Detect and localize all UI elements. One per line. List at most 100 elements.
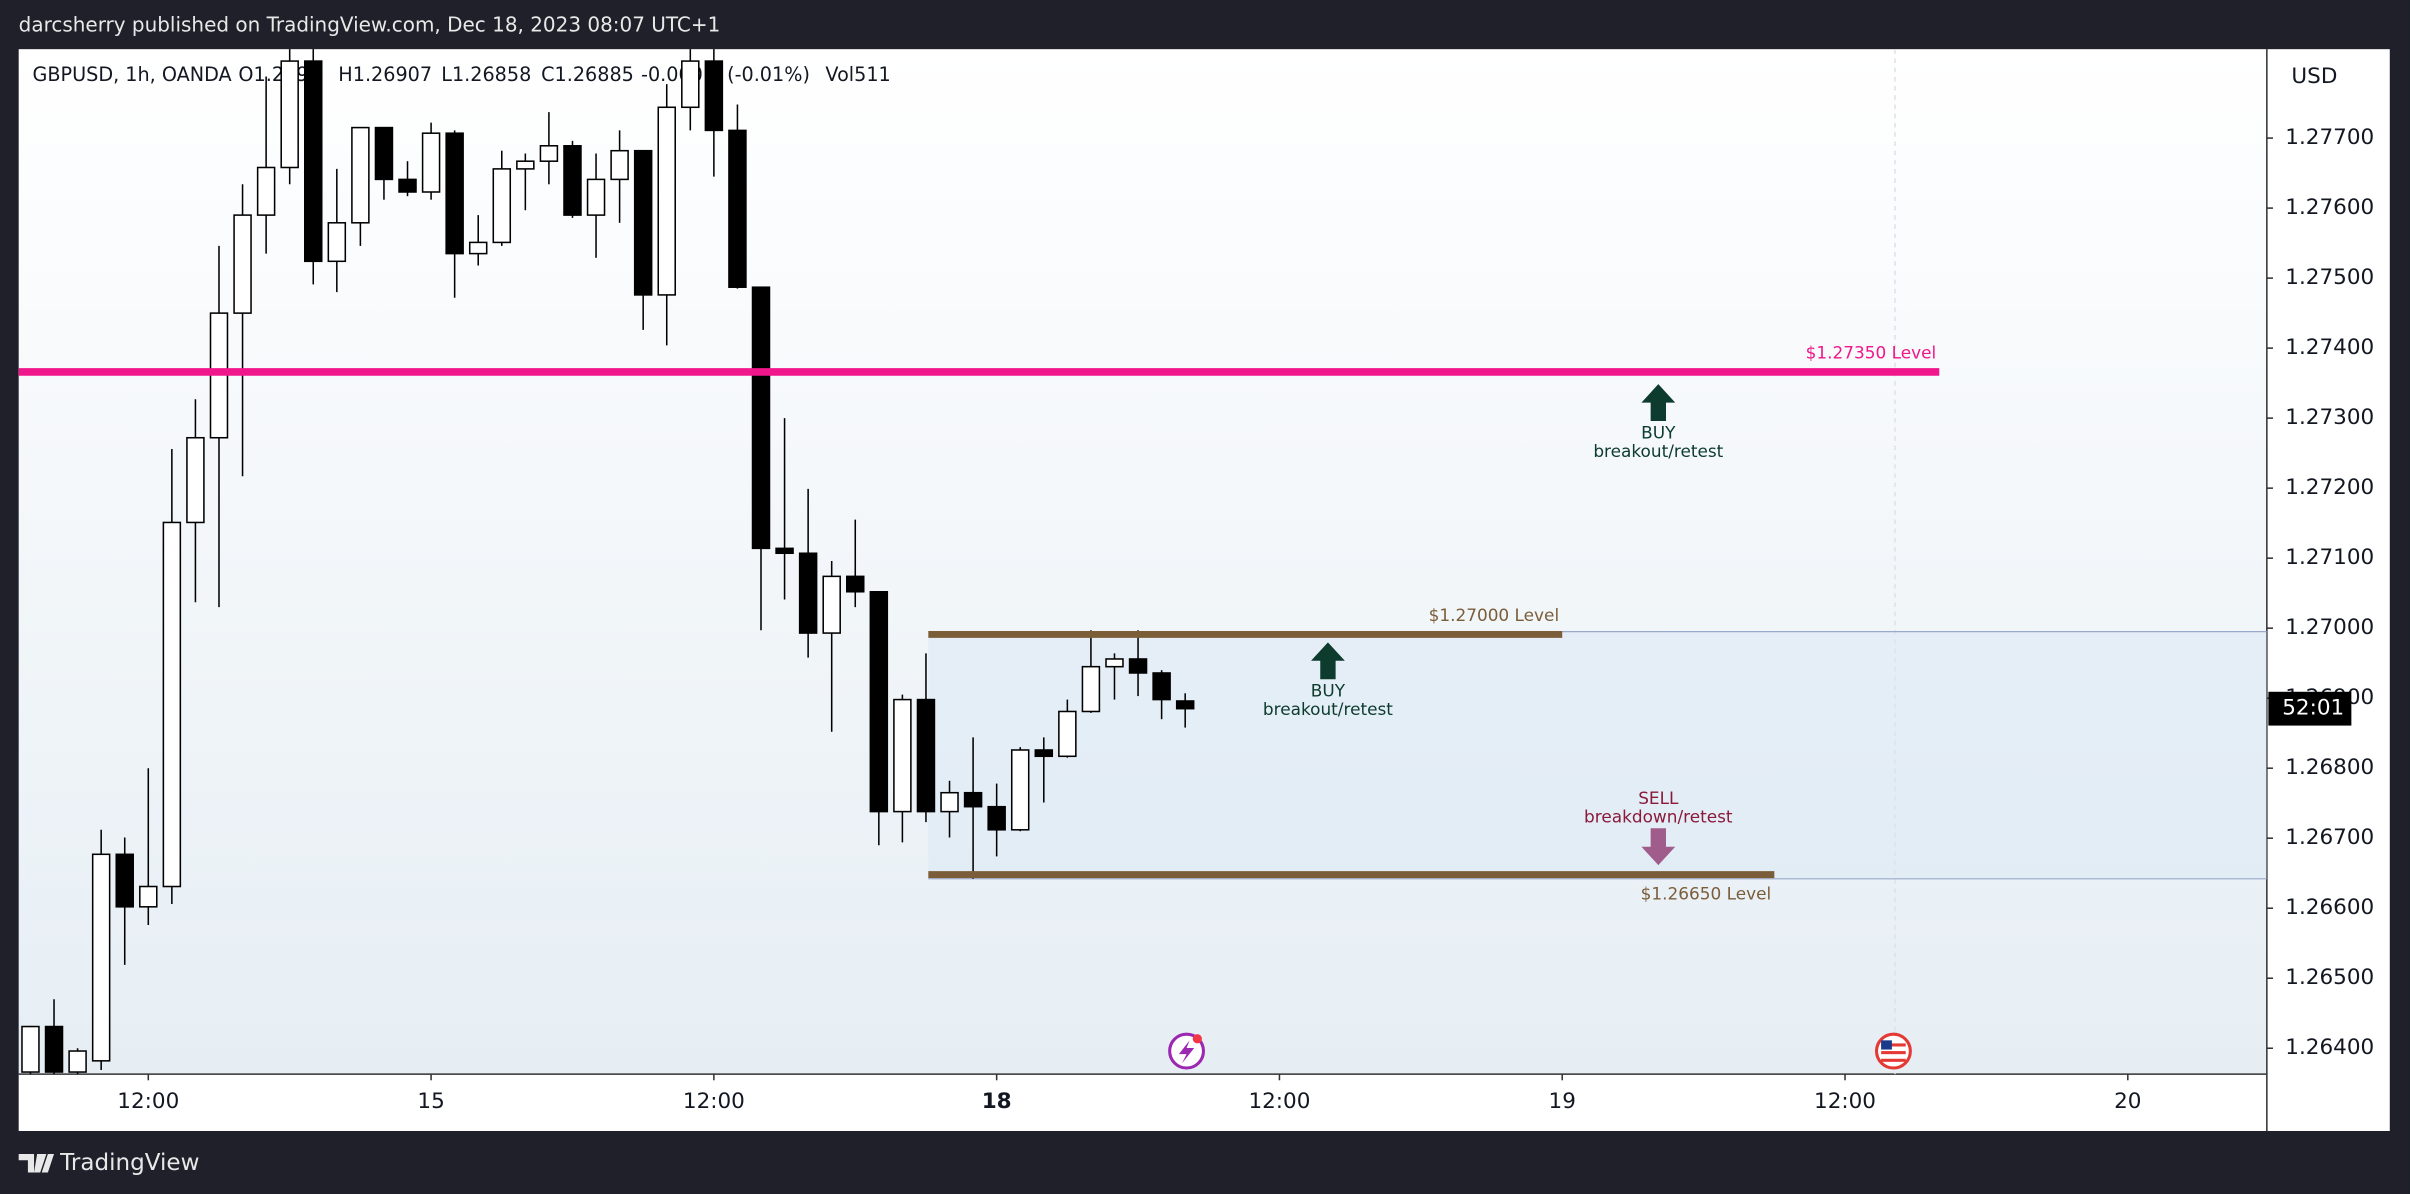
legend: GBPUSD, 1h, OANDA O1.2690 H1.26907 L1.26… xyxy=(33,63,891,86)
candle-body xyxy=(704,60,724,132)
candle-body xyxy=(21,1025,40,1073)
candle-body xyxy=(586,178,606,216)
candle-body xyxy=(1034,749,1054,758)
candle-body xyxy=(492,168,512,244)
annotation-text: breakout/retest xyxy=(1593,441,1723,461)
header: darcsherry published on TradingView.com,… xyxy=(19,13,721,37)
candle-body xyxy=(846,575,865,593)
candle-body xyxy=(963,791,983,808)
up-arrow xyxy=(1641,384,1676,422)
candle-body xyxy=(280,60,299,169)
candle-body xyxy=(516,160,535,170)
x-tick-label: 12:00 xyxy=(117,1089,179,1114)
event-icon-bolt xyxy=(1178,1040,1195,1064)
legend-symbol: GBPUSD, 1h, OANDA xyxy=(33,63,232,86)
legend-volume: Vol511 xyxy=(825,63,890,86)
y-tick-label: 1.26400 xyxy=(2285,1035,2374,1060)
annotation-title: SELL xyxy=(1638,788,1679,808)
y-tick-label: 1.27400 xyxy=(2285,335,2374,360)
candle-body xyxy=(822,575,841,634)
plot xyxy=(18,49,2267,1075)
legend-change-pct: (-0.01%) xyxy=(727,63,810,86)
candle-body xyxy=(186,436,205,524)
x-tick-label: 12:00 xyxy=(1248,1089,1310,1114)
candle-body xyxy=(1152,672,1171,701)
event-icons xyxy=(1168,1032,1912,1070)
candle-body xyxy=(1058,710,1077,758)
plot-background xyxy=(18,49,2267,1075)
candle-body xyxy=(1081,665,1101,713)
countdown: 52:01 xyxy=(2282,696,2344,721)
candle-body xyxy=(869,590,889,813)
candle-body xyxy=(916,698,936,813)
candle-body xyxy=(115,853,134,908)
candle-body xyxy=(681,60,700,109)
candle-body xyxy=(233,214,252,314)
candle-body xyxy=(563,145,582,216)
candle-body xyxy=(139,885,158,908)
x-tick-label: 20 xyxy=(2114,1089,2141,1114)
y-tick-label: 1.27300 xyxy=(2285,405,2374,430)
candle-body xyxy=(798,552,818,634)
annotation-title: BUY xyxy=(1311,681,1346,701)
candle-body xyxy=(751,286,771,550)
flag-stripe xyxy=(1881,1058,1906,1062)
legend-low: L1.26858 xyxy=(441,63,531,86)
candle-body xyxy=(1105,658,1124,668)
level-label: $1.27350 Level xyxy=(1806,342,1937,362)
candle-body xyxy=(374,126,394,181)
candle-body xyxy=(91,853,111,1062)
zone xyxy=(928,631,2267,879)
candle-body xyxy=(633,149,653,296)
candle-body xyxy=(421,132,441,193)
flag-canton xyxy=(1881,1040,1892,1050)
x-tick-label: 19 xyxy=(1549,1089,1576,1114)
y-tick-label: 1.27500 xyxy=(2285,265,2374,290)
y-tick-label: 1.27000 xyxy=(2285,615,2374,640)
legend-change: -0.0001 xyxy=(641,63,715,86)
y-tick-label: 1.27600 xyxy=(2285,195,2374,220)
candle-body xyxy=(1128,658,1148,674)
annotation-title: BUY xyxy=(1641,422,1676,442)
candle-body xyxy=(893,698,912,813)
candle-body xyxy=(304,60,323,263)
candle-body xyxy=(162,521,182,888)
logo xyxy=(18,1154,55,1173)
legend-high: H1.26907 xyxy=(338,63,432,86)
footer-brand: TradingView xyxy=(59,1150,199,1176)
y-tick-label: 1.27200 xyxy=(2285,475,2374,500)
time-axis xyxy=(18,1074,2267,1131)
event-icon-dot xyxy=(1192,1034,1202,1044)
level-label: $1.26650 Level xyxy=(1641,884,1772,904)
candle-body xyxy=(775,547,794,555)
candle-body xyxy=(468,241,488,255)
legend-open: O1.2690 xyxy=(238,63,320,86)
candle-body xyxy=(256,166,276,216)
flag-stripe xyxy=(1881,1043,1906,1047)
down-arrow xyxy=(1641,828,1676,866)
candle-body xyxy=(657,106,676,296)
y-tick-label: 1.26700 xyxy=(2285,825,2374,850)
y-tick-label: 1.26800 xyxy=(2285,755,2374,780)
candle-body xyxy=(351,126,370,224)
candle-body xyxy=(68,1050,87,1073)
price-axis xyxy=(2266,49,2390,1131)
annotation-text: breakout/retest xyxy=(1263,699,1393,719)
annotations: BUY breakout/retest BUY breakout/retest … xyxy=(1263,384,1733,866)
y-tick-label: 1.27700 xyxy=(2285,125,2374,150)
currency: USD xyxy=(2291,64,2337,89)
y-tick-label: 1.26600 xyxy=(2285,895,2374,920)
candle-body xyxy=(940,791,959,813)
candle-body xyxy=(398,178,417,193)
x-tick-label: 15 xyxy=(417,1089,444,1114)
level-label: $1.27000 Level xyxy=(1429,605,1560,625)
legend-close: C1.26885 xyxy=(541,63,634,86)
flag-stripe xyxy=(1881,1051,1906,1055)
annotation-text: breakdown/retest xyxy=(1584,807,1733,827)
price-marker xyxy=(2268,691,2352,726)
candle-body xyxy=(445,132,464,255)
x-tick-label: 12:00 xyxy=(1814,1089,1876,1114)
y-tick-label: 1.27100 xyxy=(2285,545,2374,570)
